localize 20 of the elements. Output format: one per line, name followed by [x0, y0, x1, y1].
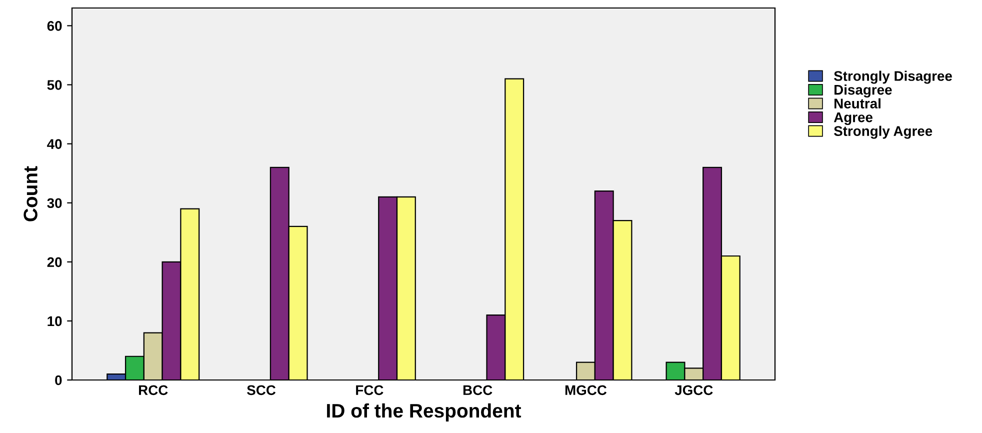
y-tick-label: 20 [47, 257, 62, 268]
x-tick-label: BCC [463, 385, 492, 396]
legend-label: Strongly Disagree [834, 70, 952, 84]
x-tick-label: MGCC [565, 385, 607, 396]
y-tick-label: 30 [47, 198, 62, 208]
y-tick-label: 50 [47, 80, 62, 90]
x-tick-label: FCC [356, 385, 384, 396]
y-tick-label: 0 [55, 375, 62, 386]
x-tick-label: RCC [139, 385, 168, 396]
legend-label: Neutral [834, 98, 880, 108]
y-tick-label: 40 [47, 139, 62, 149]
legend-label: Disagree [834, 84, 892, 98]
legend-label: Strongly Agree [834, 126, 932, 139]
legend-label: Agree [834, 112, 872, 126]
x-tick-label: SCC [247, 385, 276, 396]
y-axis-title: Count [24, 166, 38, 222]
y-tick-label: 10 [48, 316, 62, 326]
x-axis-title: ID of the Respondent [327, 403, 522, 422]
y-tick-label: 60 [47, 21, 62, 31]
x-tick-label: JGCC [674, 385, 713, 396]
